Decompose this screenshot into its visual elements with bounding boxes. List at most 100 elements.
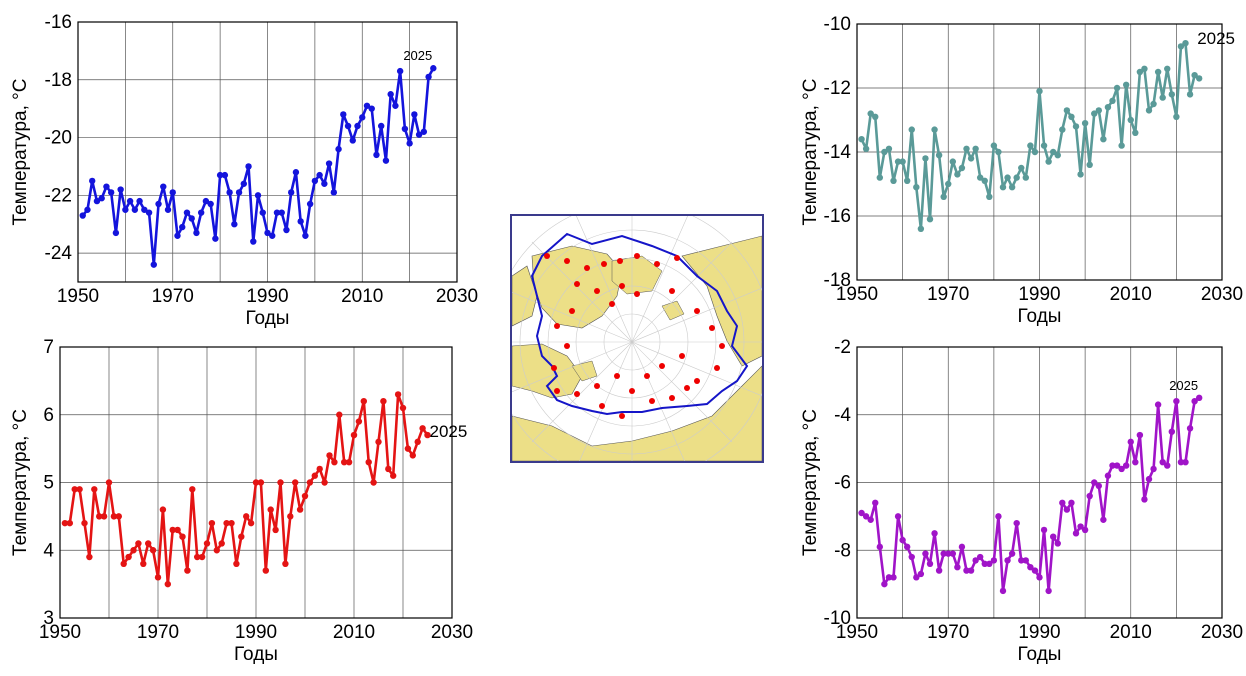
x-tick-label: 1990 [1018,284,1060,305]
data-point [1141,496,1148,503]
data-point [326,452,333,459]
data-point [159,506,167,513]
data-point [218,540,225,547]
data-point [240,180,248,187]
map-svg [512,216,762,461]
data-point [867,516,874,523]
data-point [958,164,966,172]
data-point [415,131,423,138]
data-point [862,513,870,520]
data-point [380,398,387,405]
annotation-label: 2025 [430,422,468,441]
data-point [1191,398,1198,405]
data-point [135,540,142,547]
data-point [120,560,127,567]
data-point [1109,462,1116,469]
data-point [321,479,328,486]
data-point [117,186,124,193]
y-tick-label: 5 [43,473,54,494]
data-point [247,519,255,527]
data-point [221,171,229,179]
data-point [976,553,984,561]
data-point [1132,458,1139,466]
x-tick-label: 2030 [436,286,478,307]
data-point [370,479,377,486]
data-point [963,145,970,152]
data-point [990,557,998,564]
data-point [926,216,934,223]
data-point [365,458,372,466]
data-point [1068,113,1075,121]
data-point [1054,152,1061,159]
data-point [223,519,230,527]
data-point [411,111,418,118]
annotation-label: 2025 [403,48,432,63]
data-point [202,197,210,205]
data-point [1049,533,1057,540]
data-point [917,570,925,578]
data-point [203,540,211,547]
data-point [1018,557,1025,564]
data-point [995,148,1002,156]
data-point [999,587,1007,595]
data-point [382,157,390,164]
data-point [954,171,961,178]
chart-svg-tl: 1950 1970 1990 2010 2030 -24 -22 -20 -18 -16 Годы Т… [10,12,478,329]
data-point [1072,530,1080,537]
data-point [1195,394,1203,402]
data-point [193,229,200,237]
data-point [958,543,966,551]
chart-bottom-right: 1950 1970 1990 2010 2030 -10 -8 -6 -4 -2 Годы Темпе… [790,335,1246,676]
data-point [862,145,870,152]
data-point [79,212,86,219]
x-tick-label: 2030 [1201,622,1243,643]
data-point [188,215,195,222]
series-line [860,396,1200,593]
x-tick-label: 1970 [927,622,969,643]
data-point [179,533,186,540]
data-point [235,189,243,196]
data-point [76,486,83,493]
data-point [306,200,314,208]
data-point [330,189,338,196]
data-point [349,137,356,144]
data-point [98,195,105,202]
data-point [169,189,176,196]
data-point [71,486,78,493]
data-point [257,479,265,486]
y-tick-label: -16 [45,12,72,33]
data-point [100,513,108,520]
data-point [254,192,262,199]
data-point [1077,523,1084,530]
data-point [311,177,319,185]
data-point [145,209,153,216]
data-point [306,479,314,486]
data-point [890,177,897,184]
map-graticule [512,216,762,461]
x-tick-label: 1990 [246,286,288,307]
x-tick-label: 1950 [836,284,878,305]
y-tick-label: -18 [45,70,72,91]
data-point [945,550,952,557]
data-point [363,102,371,109]
data-point [1054,540,1061,547]
chart-top-right: 1950 1970 1990 2010 2030 -18 -16 -14 -12 -10 Годы Т… [790,0,1246,340]
data-point [122,206,129,213]
data-point [1191,72,1198,79]
data-point [1063,506,1071,513]
y-tick-label: -10 [824,608,851,629]
data-point [913,184,920,191]
data-point [316,465,323,473]
data-point [1031,567,1039,574]
x-axis-label: Годы [234,644,278,665]
data-point [401,125,409,133]
data-point [81,519,88,527]
data-point [1168,428,1176,435]
data-point [1195,75,1203,82]
data-point [125,553,132,561]
y-tick-label: -10 [824,14,851,35]
data-point [86,553,93,561]
data-point [184,567,191,574]
data-point [1168,91,1176,98]
data-point [238,533,245,540]
